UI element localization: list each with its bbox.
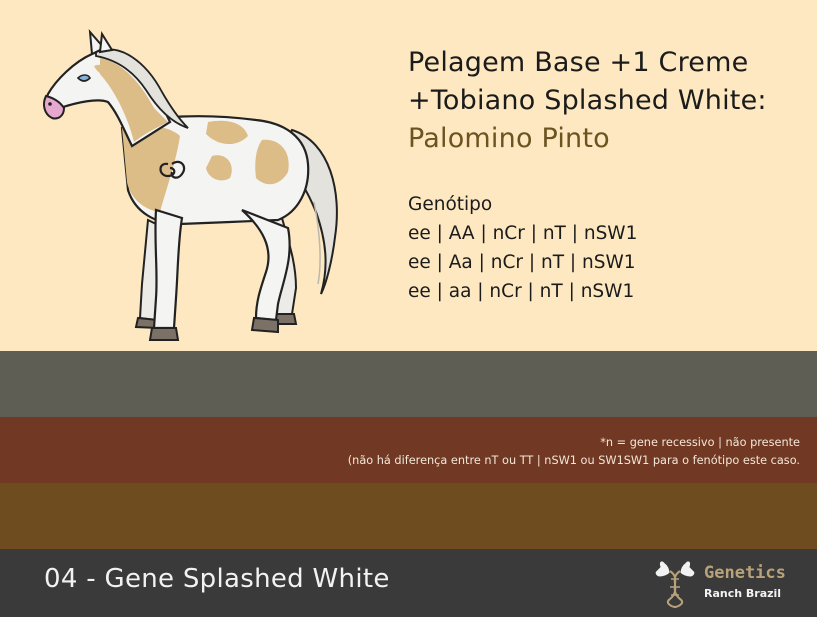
horse-illustration xyxy=(43,29,338,341)
genotype-row: ee | Aa | nCr | nT | nSW1 xyxy=(408,252,636,273)
horse-heads-dna-icon xyxy=(654,560,696,608)
result-phenotype: Palomino Pinto xyxy=(408,123,610,154)
card-title: Pelagem Base +1 Creme +Tobiano Splashed … xyxy=(408,44,767,158)
title-line-1: Pelagem Base +1 Creme xyxy=(408,47,749,78)
genotype-block: Genótipo ee | AA | nCr | nT | nSW1 ee | … xyxy=(408,190,637,306)
logo-subtitle: Ranch Brazil xyxy=(704,587,782,600)
footnote-line-1: *n = gene recessivo | não presente xyxy=(600,436,800,449)
genotype-row: ee | aa | nCr | nT | nSW1 xyxy=(408,281,635,302)
footnote-line-2: (não há diferença entre nT ou TT | nSW1 … xyxy=(347,454,800,467)
color-band-gray xyxy=(0,351,817,417)
genotype-row: ee | AA | nCr | nT | nSW1 xyxy=(408,223,638,244)
logo-wordmark: Genetics xyxy=(704,563,786,583)
color-band-olive xyxy=(0,483,817,549)
brand-logo: Genetics Ranch Brazil xyxy=(652,557,802,611)
section-title: 04 - Gene Splashed White xyxy=(44,564,390,594)
color-band-brown xyxy=(0,417,817,483)
genotype-label: Genótipo xyxy=(408,194,493,215)
top-panel: Pelagem Base +1 Creme +Tobiano Splashed … xyxy=(0,0,817,351)
footer-bar: 04 - Gene Splashed White Genetics Ranch … xyxy=(0,549,817,617)
footnotes: *n = gene recessivo | não presente (não … xyxy=(348,434,800,470)
title-line-2: +Tobiano Splashed White: xyxy=(408,85,767,116)
